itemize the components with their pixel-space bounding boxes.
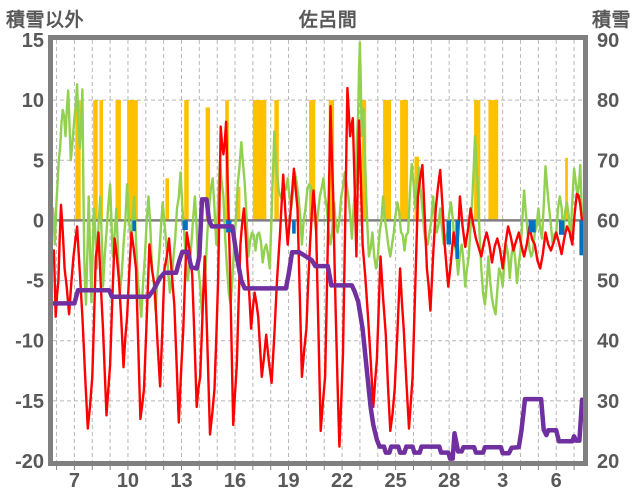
right-axis-tick-label: 80 <box>597 90 619 112</box>
left-axis-tick-label: 0 <box>33 210 44 232</box>
plot-border <box>48 35 588 466</box>
right-axis-tick-label: 70 <box>597 150 619 172</box>
x-axis-tick-label: 19 <box>277 470 299 492</box>
right-axis-tick-label: 60 <box>597 210 619 232</box>
red-line <box>53 86 583 448</box>
x-axis-tick-label: 3 <box>497 470 508 492</box>
left-axis-tick-label: -20 <box>15 451 44 473</box>
x-axis-tick-label: 13 <box>170 470 192 492</box>
right-axis-tick-label: 50 <box>597 271 619 293</box>
x-axis-tick-label: 6 <box>551 470 562 492</box>
left-axis-tick-label: 5 <box>33 150 44 172</box>
right-axis-tick-label: 40 <box>597 331 619 353</box>
right-axis-tick-label: 30 <box>597 391 619 413</box>
left-axis-tick-label: -10 <box>15 331 44 353</box>
x-axis-tick-label: 16 <box>224 470 246 492</box>
left-axis-title: 積雪以外 <box>6 10 85 31</box>
sunshine-bars <box>75 100 568 221</box>
left-axis-tick-label: -15 <box>15 391 44 413</box>
right-axis-tick-label: 20 <box>597 451 619 473</box>
x-axis-ticks <box>56 464 575 470</box>
series-layer <box>53 41 583 461</box>
snow-depth-line <box>53 197 583 461</box>
right-axis-title: 積雪 <box>591 10 631 31</box>
x-axis-tick-label: 22 <box>331 470 353 492</box>
x-axis-tick-label: 28 <box>438 470 460 492</box>
x-axis-tick-label: 10 <box>117 470 139 492</box>
x-axis-tick-label: 25 <box>385 470 407 492</box>
left-axis-tick-label: 10 <box>22 90 44 112</box>
left-axis-tick-label: 15 <box>22 30 44 52</box>
chart-title: 佐呂間 <box>298 10 358 31</box>
x-axis-tick-label: 7 <box>69 470 80 492</box>
left-axis-tick-label: -5 <box>26 271 44 293</box>
right-axis-tick-label: 90 <box>597 30 619 52</box>
